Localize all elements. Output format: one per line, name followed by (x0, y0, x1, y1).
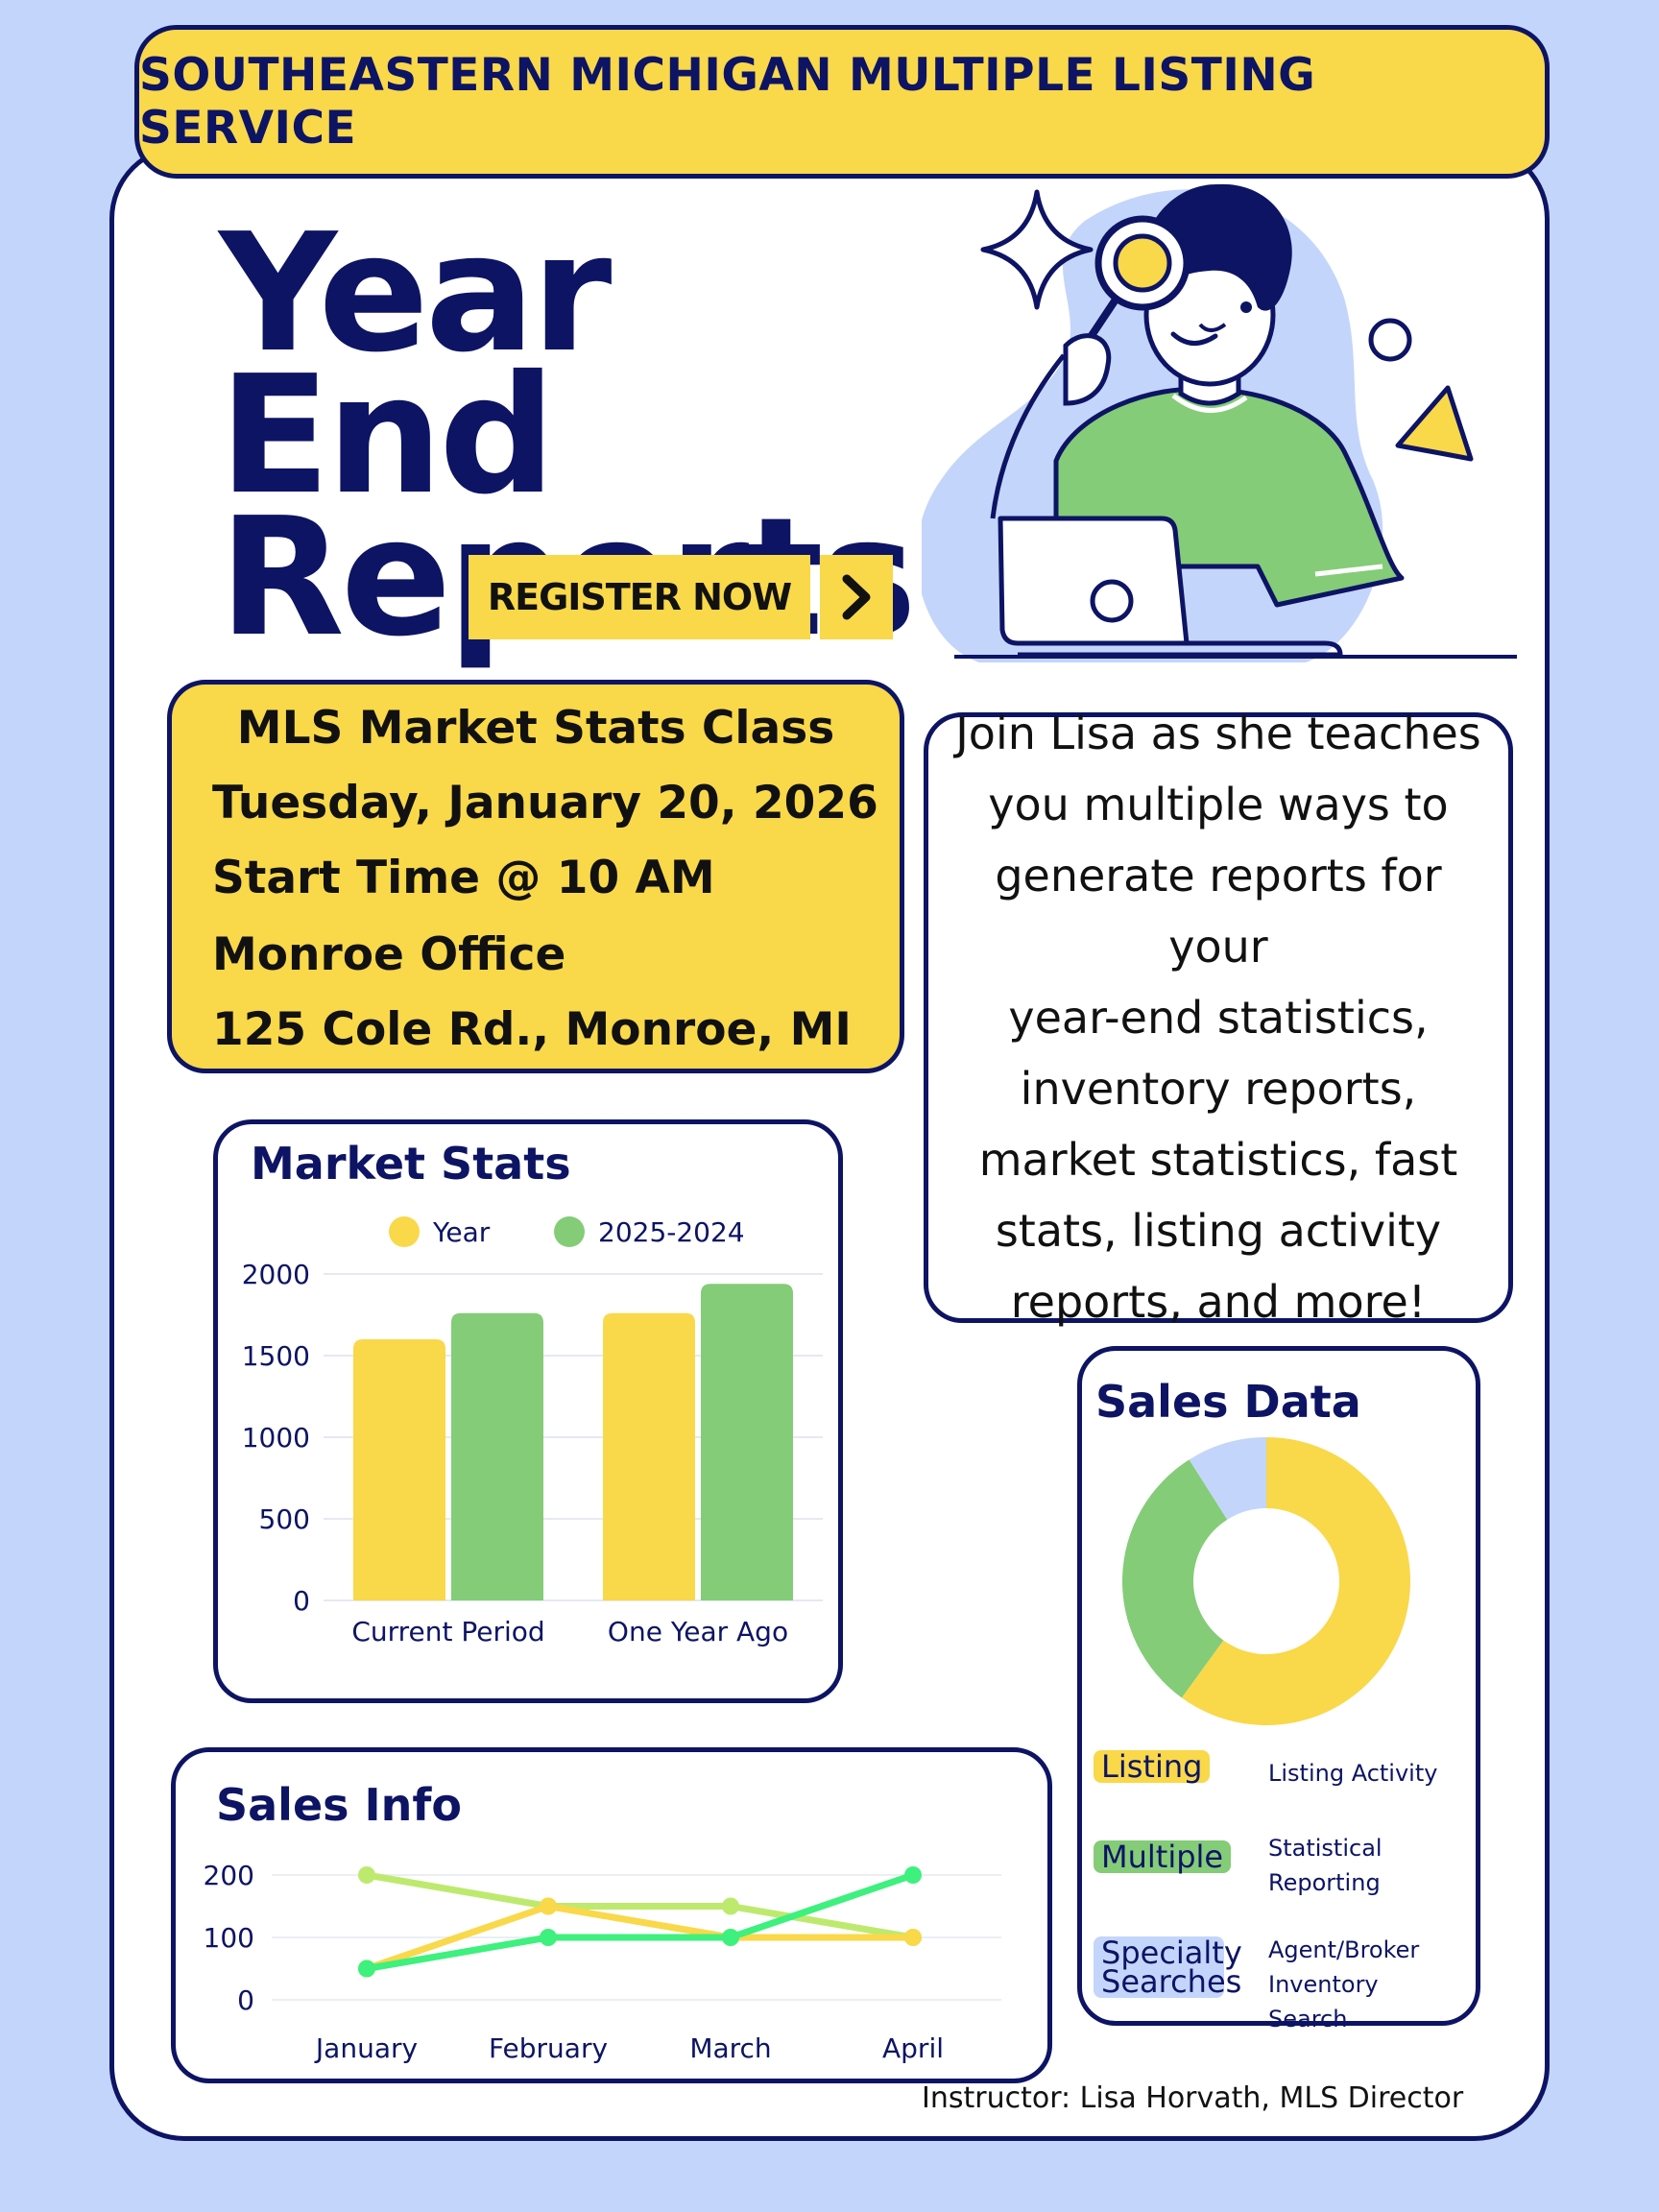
sales-info-title: Sales Info (216, 1779, 463, 1831)
sales-data-donut (1122, 1437, 1410, 1725)
data-point (904, 1866, 922, 1884)
legend-marker (554, 1216, 585, 1247)
header-banner: SOUTHEASTERN MICHIGAN MULTIPLE LISTING S… (134, 25, 1550, 179)
class-address: 125 Cole Rd., Monroe, MI (212, 1003, 852, 1056)
description-text: Join Lisa as she teaches you multiple wa… (942, 698, 1495, 1337)
description-line: market statistics, fast (978, 1134, 1458, 1186)
description-line: generate reports for your (995, 850, 1442, 973)
register-label: REGISTER NOW (487, 576, 792, 618)
data-point (722, 1897, 739, 1915)
legend-desc-listing: Listing Activity (1268, 1760, 1438, 1787)
series-line (363, 1871, 917, 1941)
x-tick-label: Current Period (351, 1616, 544, 1647)
legend-tag-multiple: Multiple (1094, 1840, 1232, 1873)
class-info-box: MLS Market Stats Class Tuesday, January … (167, 680, 904, 1073)
chevron-right-icon (842, 574, 871, 620)
laptop-icon (998, 516, 1190, 646)
legend-desc-specialty: Agent/Broker Inventory Search (1268, 1936, 1420, 2032)
title-line-1: Year End (219, 199, 612, 531)
y-tick-label: 500 (259, 1503, 310, 1535)
sales-info-panel: Sales Info 0 100 200 January February March Ap… (171, 1747, 1052, 2083)
sales-info-chart: 0 100 200 January February March April (204, 1860, 1001, 2064)
small-circle-icon (1368, 318, 1412, 362)
market-stats-title: Market Stats (251, 1138, 571, 1190)
data-point (358, 1866, 375, 1884)
person-magnifier-illustration (922, 183, 1517, 662)
class-office: Monroe Office (212, 928, 566, 981)
description-line: stats, listing activity (995, 1205, 1442, 1257)
y-tick-label: 0 (293, 1585, 310, 1617)
x-tick-label: One Year Ago (608, 1616, 788, 1647)
class-title: MLS Market Stats Class (236, 702, 835, 755)
donut-slice (1122, 1459, 1228, 1698)
legend-label: Year (432, 1216, 491, 1248)
sparkle-icon (980, 189, 1094, 310)
data-point (904, 1929, 922, 1946)
triangle-icon (1395, 385, 1474, 462)
description-line: Join Lisa as she teaches (955, 708, 1481, 759)
data-point (540, 1897, 557, 1915)
data-point (540, 1929, 557, 1946)
sales-data-title: Sales Data (1095, 1376, 1361, 1428)
donut-slice (1189, 1437, 1266, 1520)
y-tick-label: 200 (204, 1860, 254, 1891)
series-line (363, 1903, 917, 1972)
legend-tag-listing: Listing (1094, 1750, 1211, 1783)
x-tick-label: January (314, 2032, 418, 2064)
x-tick-label: February (489, 2032, 608, 2064)
x-tick-label: April (882, 2032, 944, 2064)
y-tick-label: 1500 (242, 1340, 310, 1372)
class-date: Tuesday, January 20, 2026 (212, 777, 878, 830)
banner-text: SOUTHEASTERN MICHIGAN MULTIPLE LISTING S… (139, 49, 1316, 155)
bar (603, 1312, 695, 1600)
legend-tag-specialty: Specialty Searches (1094, 1936, 1242, 1998)
class-time: Start Time @ 10 AM (212, 852, 715, 904)
data-point (722, 1929, 739, 1946)
sales-data-panel: Sales Data Listing Listing Activity Mult… (1077, 1346, 1480, 2032)
register-now-button[interactable]: REGISTER NOW (469, 555, 810, 639)
donut-slice (1181, 1437, 1410, 1725)
instructor-credit: Instructor: Lisa Horvath, MLS Director (922, 2081, 1464, 2115)
market-stats-chart: Year 2025-2024 0 500 1000 1500 2000 Current Per… (242, 1216, 823, 1647)
description-line: inventory reports, (1020, 1063, 1417, 1115)
y-tick-label: 0 (237, 1984, 254, 2016)
description-line: reports, and more! (1010, 1276, 1427, 1328)
data-point (358, 1960, 375, 1978)
description-box: Join Lisa as she teaches you multiple wa… (924, 708, 1513, 1328)
bar (701, 1284, 793, 1600)
y-tick-label: 2000 (242, 1259, 310, 1290)
x-tick-label: March (689, 2032, 771, 2064)
description-line: year-end statistics, (1008, 992, 1429, 1044)
bar (451, 1312, 543, 1600)
legend-label: 2025-2024 (598, 1216, 745, 1248)
bar (353, 1339, 445, 1600)
series-line (363, 1871, 917, 1972)
register-arrow-button[interactable] (820, 555, 893, 639)
legend-marker (389, 1216, 420, 1247)
y-tick-label: 1000 (242, 1422, 310, 1454)
legend-desc-multiple: Statistical Reporting (1268, 1835, 1382, 1896)
market-stats-panel: Market Stats Year 2025-2024 0 500 1000 1500 20… (213, 1119, 843, 1703)
description-line: you multiple ways to (988, 779, 1449, 830)
y-tick-label: 100 (204, 1922, 254, 1954)
